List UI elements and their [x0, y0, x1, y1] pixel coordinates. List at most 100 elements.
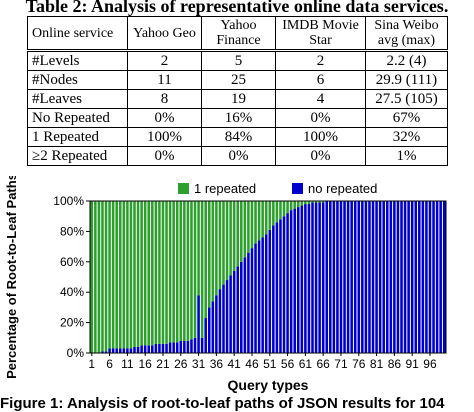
bar-1-repeated [218, 201, 222, 290]
x-axis-label: Query types [228, 377, 309, 393]
chart-axes: 0%20%40%60%80%100%1 6 11 16 21 26 31 36 41 46 51 56… [53, 194, 447, 371]
bar-no-repeated [101, 351, 104, 353]
table-cell: 27.5 (105) [365, 89, 448, 109]
bar-no-repeated [343, 201, 346, 353]
bar-1-repeated [118, 201, 122, 349]
bar-no-repeated [225, 280, 229, 353]
bar-1-repeated [183, 201, 186, 341]
bar-1-repeated [140, 201, 143, 346]
x-tick-label: 46 [245, 357, 259, 371]
bar-1-repeated [250, 201, 254, 249]
bar-1-repeated [101, 201, 104, 352]
bar-no-repeated [368, 201, 371, 353]
bar-no-repeated [154, 343, 158, 353]
bar-no-repeated [104, 351, 108, 353]
bar-1-repeated [307, 201, 311, 205]
bar-no-repeated [396, 201, 400, 353]
bar-no-repeated [136, 346, 140, 353]
bar-no-repeated [168, 342, 172, 353]
bar-no-repeated [151, 345, 154, 353]
bar-no-repeated [250, 248, 254, 353]
bar-no-repeated [161, 343, 165, 353]
legend-swatch-1-repeated [178, 183, 189, 194]
row-label: #Levels [27, 50, 128, 71]
bar-no-repeated [421, 201, 425, 353]
bar-1-repeated [129, 201, 133, 349]
bar-1-repeated [321, 201, 325, 203]
bar-1-repeated [222, 201, 225, 285]
bar-1-repeated [161, 201, 165, 344]
table-row: #Nodes 11 25 6 29.9 (111) [27, 70, 448, 90]
bar-1-repeated [282, 201, 286, 217]
bar-no-repeated [190, 339, 193, 353]
bar-no-repeated [111, 348, 115, 353]
table-row: #Levels 2 5 2 2.2 (4) [27, 50, 448, 71]
x-tick-label: 86 [388, 357, 402, 371]
table-cell: 100% [275, 127, 366, 147]
row-label: #Leaves [27, 89, 128, 109]
x-tick-label: 36 [210, 357, 224, 371]
bar-no-repeated [353, 201, 357, 353]
table-cell: 84% [201, 127, 276, 147]
bar-no-repeated [311, 202, 314, 353]
bar-no-repeated [272, 225, 275, 353]
x-tick-label: 76 [352, 357, 366, 371]
bar-no-repeated [158, 343, 161, 353]
table-cell: 0% [275, 108, 366, 128]
table-cell: 25 [201, 70, 276, 90]
x-tick-label: 31 [192, 357, 206, 371]
bar-1-repeated [314, 201, 318, 203]
bar-no-repeated [400, 201, 403, 353]
bar-no-repeated [207, 307, 211, 353]
bar-no-repeated [407, 201, 410, 353]
row-label: #Nodes [27, 70, 128, 90]
table-cell: 67% [365, 108, 448, 128]
table-cell: 32% [365, 127, 448, 147]
plot-frame [89, 200, 447, 354]
figure-caption: Figure 1: Analysis of root-to-leaf paths… [0, 395, 445, 412]
bar-1-repeated [165, 201, 168, 344]
table-cell: 6 [275, 70, 366, 90]
bar-1-repeated [190, 201, 193, 340]
bar-no-repeated [129, 348, 133, 353]
bar-1-repeated [147, 201, 151, 346]
bar-1-repeated [264, 201, 268, 235]
bar-1-repeated [275, 201, 279, 223]
x-tick-label: 91 [406, 357, 420, 371]
table-cell: 16% [201, 108, 276, 128]
table-cell: 4 [275, 89, 366, 109]
table-row: ≥2 Repeated 0% 0% 0% 1% [27, 146, 448, 166]
bar-no-repeated [197, 295, 200, 353]
table-cell: 11 [127, 70, 202, 90]
bar-no-repeated [282, 216, 286, 353]
legend-label-no-repeated: no repeated [308, 181, 377, 196]
legend-swatch-no-repeated [292, 183, 303, 194]
bar-1-repeated [97, 201, 101, 353]
x-tick-label: 11 [121, 357, 134, 371]
bar-1-repeated [243, 201, 247, 258]
bar-1-repeated [211, 201, 215, 302]
table-row: #Leaves 8 19 4 27.5 (105) [27, 89, 448, 109]
stacked-bar-chart: 1 repeated no repeated 0% 20% 40% 60% 80% 100… [4, 176, 447, 393]
y-tick-label: 0% [67, 346, 85, 360]
table-cell: 0% [275, 146, 366, 166]
table-cell: 19 [201, 89, 276, 109]
x-tick-label: 66 [317, 357, 331, 371]
bar-1-repeated [90, 201, 94, 353]
bar-no-repeated [204, 318, 207, 353]
bar-no-repeated [346, 201, 350, 353]
bar-no-repeated [435, 201, 439, 353]
bar-no-repeated [357, 201, 361, 353]
bar-series-group [90, 201, 446, 353]
bar-1-repeated [296, 201, 300, 208]
bar-no-repeated [293, 208, 296, 353]
bar-no-repeated [325, 201, 329, 353]
bar-no-repeated [418, 201, 421, 353]
bar-no-repeated [243, 257, 247, 353]
bar-no-repeated [232, 270, 236, 353]
bar-no-repeated [254, 243, 257, 353]
bar-1-repeated [115, 201, 118, 349]
x-tick-label: 1 [88, 357, 95, 371]
x-tick-label: 56 [281, 357, 295, 371]
header-cell: Yahoo Finance [201, 16, 276, 52]
